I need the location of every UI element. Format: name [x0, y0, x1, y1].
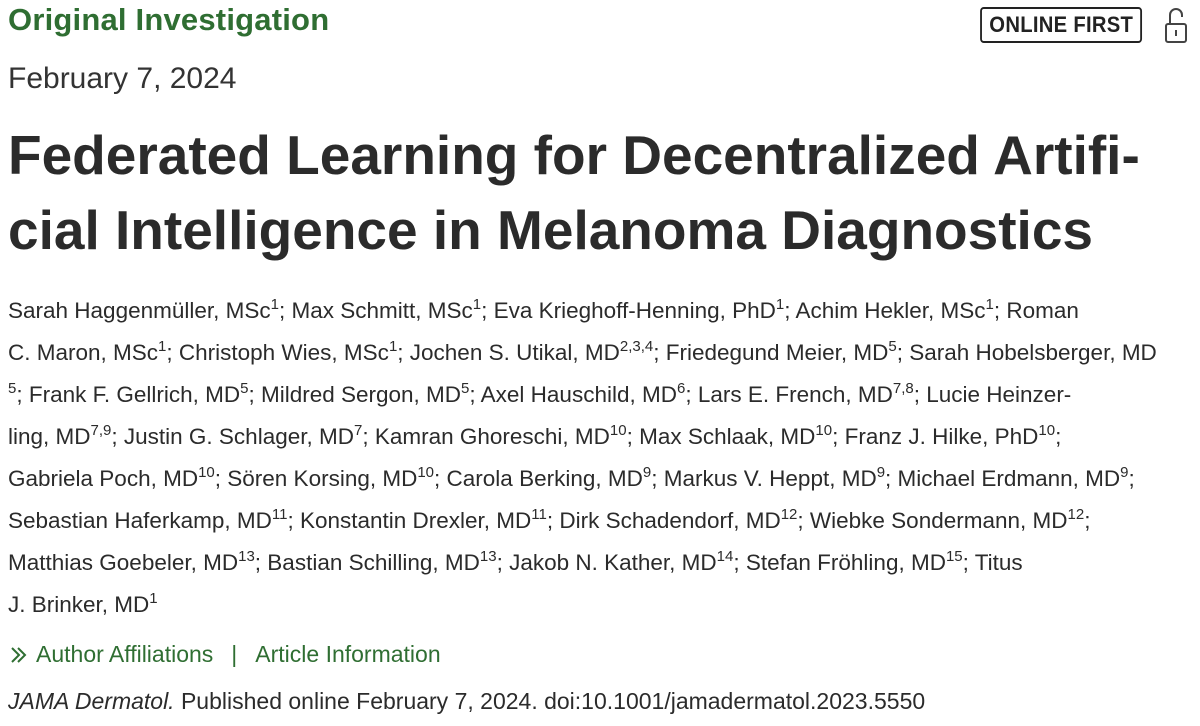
affiliation-ref: 5 — [888, 338, 897, 355]
author-text: ; Lucie Heinzer- — [913, 382, 1072, 407]
affiliation-ref: 9 — [876, 464, 886, 481]
affiliation-ref: 5 — [8, 380, 17, 397]
title-line-1: Federated Learning for Decentralized Art… — [8, 124, 1140, 186]
author-text: ; Jakob N. Kather, MD — [496, 550, 717, 575]
affiliation-ref: 14 — [716, 548, 734, 565]
affiliation-ref: 2,3,4 — [619, 338, 654, 355]
affiliation-ref: 5 — [240, 380, 249, 397]
open-lock-icon — [1165, 8, 1187, 43]
author-text: ; Roman — [993, 298, 1079, 323]
author-line-8: J. Brinker, MD1 — [8, 584, 1194, 626]
affiliation-ref: 10 — [815, 422, 833, 439]
author-text: ; Kamran Ghoreschi, MD — [362, 424, 610, 449]
publication-date: February 7, 2024 — [8, 62, 237, 95]
author-text: ; Max Schmitt, MSc — [278, 298, 473, 323]
affiliation-ref: 1 — [270, 296, 279, 313]
author-text: ; Jochen S. Utikal, MD — [397, 340, 620, 365]
author-text: ; Bastian Schilling, MD — [254, 550, 480, 575]
affiliation-ref: 1 — [472, 296, 482, 313]
affiliation-ref: 10 — [198, 464, 215, 481]
author-text: ; — [1084, 508, 1091, 533]
affiliation-ref: 1 — [775, 296, 785, 313]
affiliation-ref: 15 — [945, 548, 963, 565]
affiliation-ref: 7 — [353, 422, 363, 439]
author-text: ; Justin G. Schlager, MD — [111, 424, 354, 449]
author-text: Sarah Haggenmüller, MSc — [8, 298, 271, 323]
journal-name: JAMA Dermatol. — [8, 688, 175, 714]
affiliation-ref: 6 — [676, 380, 686, 397]
author-text: ; Eva Krieghoff-Henning, PhD — [481, 298, 776, 323]
author-text: C. Maron, MSc — [8, 340, 159, 365]
author-text: ling, MD — [8, 424, 91, 449]
author-affiliations-link[interactable]: Author Affiliations — [36, 641, 214, 667]
affiliation-ref: 10 — [1038, 422, 1056, 439]
author-list: Sarah Haggenmüller, MSc1; Max Schmitt, M… — [8, 290, 1194, 626]
affiliation-ref: 1 — [985, 296, 994, 313]
author-text: Sebastian Haferkamp, MD — [8, 508, 272, 533]
affiliation-ref: 1 — [158, 338, 167, 355]
author-text: ; Sarah Hobelsberger, MD — [896, 340, 1157, 365]
author-line-6: Sebastian Haferkamp, MD11; Konstantin Dr… — [8, 500, 1194, 542]
author-line-2: C. Maron, MSc1; Christoph Wies, MSc1; Jo… — [8, 332, 1194, 374]
affiliation-ref: 13 — [238, 548, 255, 565]
author-text: ; Stefan Fröhling, MD — [733, 550, 946, 575]
author-text: ; Frank F. Gellrich, MD — [16, 382, 241, 407]
author-text: ; — [1128, 466, 1135, 491]
access-indicators: ONLINE FIRST — [966, 6, 1188, 44]
affiliation-ref: 10 — [417, 464, 435, 481]
title-line-2: cial Intelligence in Melanoma Diagnostic… — [8, 199, 1094, 261]
citation-text: Published online February 7, 2024. doi:1… — [174, 688, 926, 714]
article-title: Federated Learning for Decentralized Art… — [8, 118, 1188, 268]
author-line-1: Sarah Haggenmüller, MSc1; Max Schmitt, M… — [8, 290, 1194, 332]
author-line-7: Matthias Goebeler, MD13; Bastian Schilli… — [8, 542, 1194, 584]
double-chevron-right-icon — [11, 646, 27, 663]
affiliation-ref: 12 — [1067, 506, 1085, 523]
link-separator: | — [231, 641, 238, 667]
section-label: Original Investigation — [8, 2, 330, 37]
affiliation-ref: 13 — [479, 548, 497, 565]
affiliation-ref: 7,9 — [90, 422, 112, 439]
affiliation-ref: 11 — [271, 506, 288, 523]
author-text: ; Mildred Sergon, MD — [248, 382, 462, 407]
article-links: Author Affiliations | Article Informatio… — [10, 641, 441, 668]
online-first-badge: ONLINE FIRST — [979, 7, 1142, 43]
author-text: ; Carola Berking, MD — [434, 466, 643, 491]
author-line-4: ling, MD7,9; Justin G. Schlager, MD7; Ka… — [8, 416, 1194, 458]
affiliation-ref: 5 — [461, 380, 470, 397]
author-text: ; Franz J. Hilke, PhD — [832, 424, 1039, 449]
author-text: ; Lars E. French, MD — [685, 382, 893, 407]
author-text: ; Sören Korsing, MD — [214, 466, 418, 491]
affiliation-ref: 11 — [531, 506, 547, 523]
author-text: ; Friedegund Meier, MD — [653, 340, 889, 365]
article-information-link[interactable]: Article Information — [255, 641, 441, 667]
author-text: ; Konstantin Drexler, MD — [287, 508, 532, 533]
affiliation-ref: 12 — [780, 506, 798, 523]
affiliation-ref: 1 — [388, 338, 398, 355]
author-text: Gabriela Poch, MD — [8, 466, 199, 491]
author-text: ; Michael Erdmann, MD — [885, 466, 1121, 491]
affiliation-ref: 1 — [149, 590, 158, 607]
author-text: ; Titus — [962, 550, 1023, 575]
affiliation-ref: 9 — [1120, 464, 1129, 481]
affiliation-ref: 9 — [642, 464, 652, 481]
author-text: ; Max Schlaak, MD — [626, 424, 816, 449]
affiliation-ref: 10 — [609, 422, 627, 439]
author-text: ; Markus V. Heppt, MD — [651, 466, 877, 491]
author-text: ; Axel Hauschild, MD — [469, 382, 677, 407]
author-text: ; Achim Hekler, MSc — [784, 298, 986, 323]
author-text: Matthias Goebeler, MD — [8, 550, 239, 575]
author-text: ; Christoph Wies, MSc — [166, 340, 389, 365]
author-text: ; Wiebke Sondermann, MD — [797, 508, 1068, 533]
author-text: ; — [1055, 424, 1062, 449]
affiliation-ref: 7,8 — [892, 380, 914, 397]
author-text: J. Brinker, MD — [8, 592, 150, 617]
author-text: ; Dirk Schadendorf, MD — [546, 508, 781, 533]
author-line-3: 5; Frank F. Gellrich, MD5; Mildred Sergo… — [8, 374, 1194, 416]
citation: JAMA Dermatol. Published online February… — [8, 688, 925, 715]
author-line-5: Gabriela Poch, MD10; Sören Korsing, MD10… — [8, 458, 1194, 500]
